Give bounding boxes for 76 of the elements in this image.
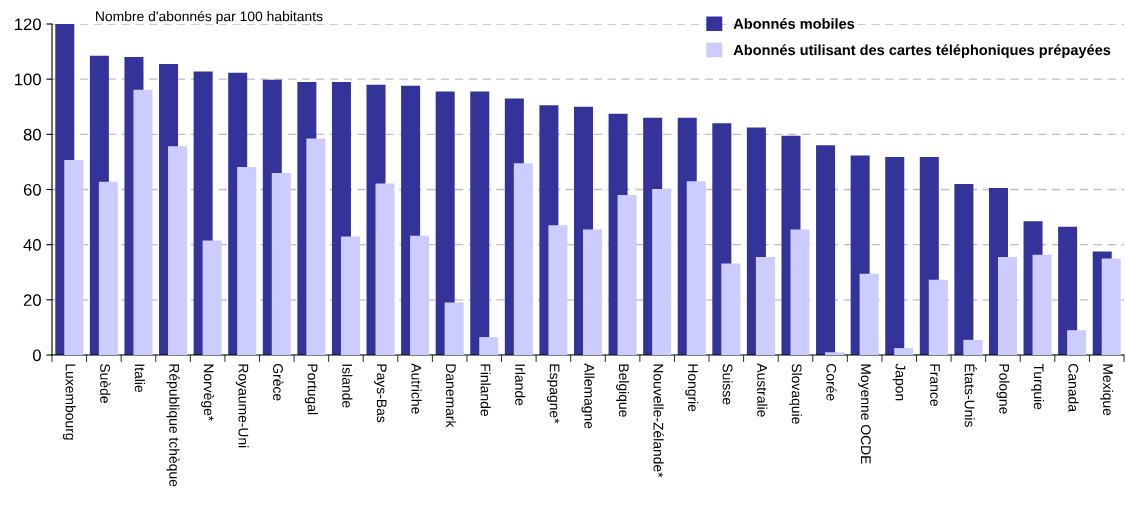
x-tick-label: Italie — [134, 364, 145, 393]
bar — [548, 225, 568, 355]
x-tick-label: Moyenne OCDE — [858, 364, 871, 464]
bar — [859, 273, 879, 355]
x-tick-label: Royaume-Uni — [235, 364, 249, 448]
x-tick-label: Pays-Bas — [374, 364, 387, 423]
x-tick-label: Islande — [342, 364, 353, 408]
x-tick-label: Slovaquie — [789, 363, 802, 424]
bar — [885, 156, 905, 355]
x-tick-label: Norvège* — [201, 364, 215, 422]
x-tick-label: Luxembourg — [62, 364, 76, 440]
bar — [582, 229, 603, 355]
x-tick-label: Australie — [757, 363, 768, 417]
bar — [928, 279, 948, 355]
bar — [271, 172, 291, 355]
y-axis-title: Nombre d'abonnés par 100 habitants — [96, 10, 323, 24]
legend-label: Abonnés utilisant des cartes téléphoniques prépayées — [733, 44, 1111, 59]
legend-label: Abonnés mobiles — [733, 18, 855, 29]
bar — [755, 257, 775, 355]
bar — [513, 163, 533, 355]
bar — [790, 229, 810, 355]
bar — [1101, 258, 1121, 355]
x-tick-label: Corée — [826, 364, 837, 401]
bar — [98, 181, 118, 355]
bar — [375, 183, 395, 355]
bar — [652, 188, 672, 355]
x-tick-label: Pologne — [996, 364, 1010, 414]
x-tick-label: Portugal — [304, 364, 318, 415]
bar — [997, 257, 1017, 355]
y-tick-label: 120 — [15, 18, 41, 31]
bar — [1067, 330, 1087, 355]
x-tick-label: Mexique — [1100, 364, 1114, 416]
x-tick-label: Allemagne — [581, 363, 595, 429]
bar — [444, 302, 464, 355]
bar — [825, 352, 845, 355]
bar — [133, 89, 153, 355]
y-tick-label: 40 — [23, 239, 41, 251]
x-tick-label: Canada — [1068, 364, 1079, 412]
x-tick-label: Espagne* — [546, 364, 560, 424]
bar — [617, 195, 637, 355]
y-tick-label: 100 — [15, 73, 41, 86]
x-tick-label: Autriche — [411, 363, 422, 414]
bar — [340, 236, 360, 355]
bar — [686, 181, 706, 355]
bar — [1032, 254, 1052, 355]
bar — [816, 145, 836, 355]
bar — [306, 138, 326, 355]
x-tick-label: Irlande — [515, 364, 526, 406]
y-tick-label: 0 — [32, 349, 41, 362]
bar — [479, 337, 499, 355]
y-tick-label: 20 — [23, 294, 41, 307]
x-tick-label: Grèce — [273, 364, 284, 401]
bar — [954, 183, 974, 355]
bar — [721, 263, 741, 355]
bar — [963, 339, 983, 355]
y-tick-label: 80 — [23, 128, 41, 141]
bar — [64, 159, 84, 355]
x-tick-label: Hongrie — [685, 364, 699, 412]
bar — [894, 348, 914, 355]
x-tick-label: République tchèque — [166, 364, 180, 487]
x-tick-label: Finlande — [480, 364, 491, 416]
x-tick-label: Suède — [100, 363, 111, 403]
y-tick-label: 60 — [23, 183, 41, 196]
bar — [202, 240, 222, 355]
x-tick-label: Turquie — [1031, 363, 1045, 410]
x-tick-label: États-Unis — [964, 364, 977, 427]
bar — [470, 91, 490, 355]
x-tick-label: Suisse — [722, 363, 733, 405]
x-tick-label: Danemark — [445, 364, 457, 428]
x-tick-label: Japon — [892, 363, 906, 401]
x-tick-label: Belgique — [616, 364, 630, 417]
bar — [168, 146, 188, 355]
bar — [237, 166, 257, 355]
x-tick-label: Nouvelle-Zélande* — [653, 364, 664, 478]
bar — [410, 235, 430, 355]
x-tick-label: France — [930, 364, 940, 406]
